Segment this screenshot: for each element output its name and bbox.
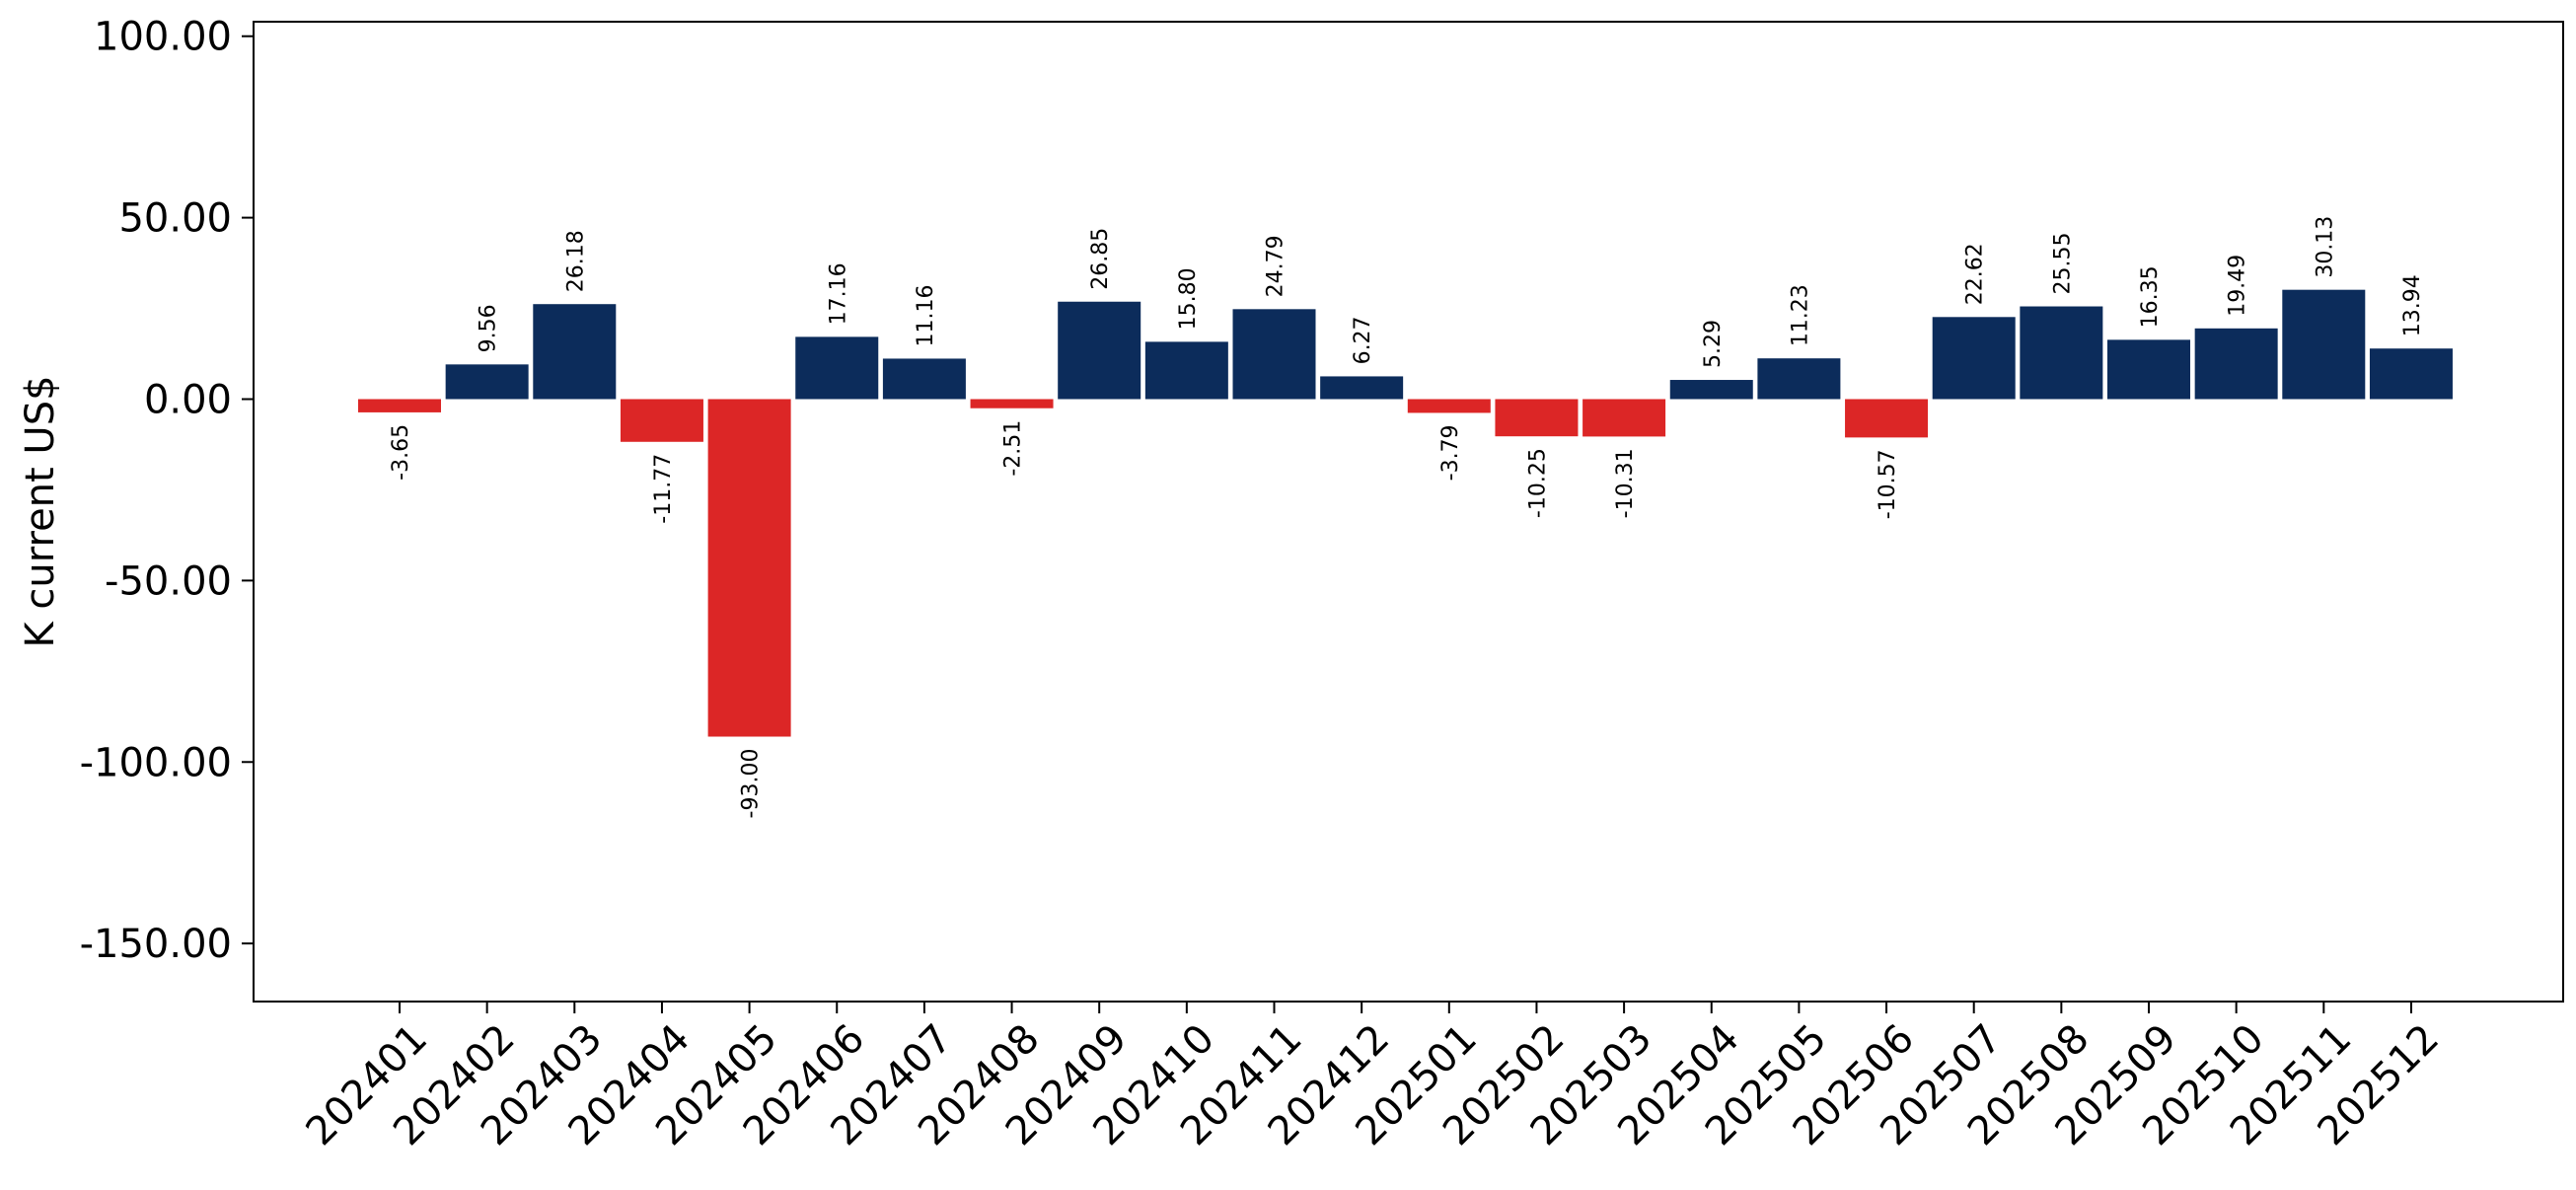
- bar-202509: [2107, 339, 2190, 400]
- data-label-202407: 11.16: [914, 284, 938, 346]
- data-label-202508: 25.55: [2050, 233, 2075, 295]
- data-label-202502: -10.25: [1525, 448, 1550, 518]
- data-label-202409: 26.85: [1088, 228, 1113, 290]
- data-label-202406: 17.16: [826, 262, 850, 325]
- bar-202510: [2194, 328, 2278, 400]
- y-axis: 100.00 50.00 0.00 -50.00 -100.00 -150.00: [80, 15, 254, 967]
- bar-202507: [1932, 317, 2016, 400]
- data-label-202405: -93.00: [739, 749, 764, 819]
- data-label-202507: 22.62: [1963, 243, 1988, 305]
- y-tick-label-5: -150.00: [80, 922, 232, 967]
- bar-202501: [1407, 399, 1491, 413]
- bar-202411: [1232, 309, 1316, 400]
- bar-202506: [1845, 399, 1929, 438]
- bar-202505: [1757, 358, 1841, 400]
- bar-202402: [445, 364, 529, 400]
- bar-202401: [358, 399, 441, 412]
- data-label-202408: -2.51: [1001, 420, 1026, 477]
- data-label-202504: 5.29: [1701, 320, 1726, 368]
- bar-202408: [970, 399, 1054, 409]
- bar-202511: [2282, 289, 2366, 400]
- y-axis-label: K current US$: [18, 375, 63, 647]
- data-label-202510: 19.49: [2226, 255, 2250, 317]
- bar-202504: [1669, 380, 1753, 400]
- data-label-202403: 26.18: [563, 230, 588, 292]
- bar-202409: [1058, 301, 1141, 400]
- bar-202406: [795, 336, 879, 400]
- data-label-202412: 6.27: [1351, 316, 1375, 364]
- y-tick-label-1: 50.00: [118, 196, 232, 242]
- bars-layer: [358, 289, 2453, 737]
- bar-202502: [1495, 399, 1579, 437]
- data-label-202511: 30.13: [2313, 216, 2337, 278]
- y-tick-label-2: 0.00: [144, 377, 232, 422]
- y-tick-label-3: -50.00: [105, 558, 232, 604]
- bar-202512: [2369, 348, 2453, 400]
- y-tick-label-0: 100.00: [94, 15, 232, 60]
- bar-202410: [1144, 341, 1228, 400]
- y-tick-label-4: -100.00: [80, 740, 232, 785]
- data-label-202410: 15.80: [1176, 267, 1201, 330]
- bar-202403: [533, 304, 617, 400]
- bar-202404: [620, 399, 703, 442]
- bar-202412: [1320, 376, 1404, 400]
- data-label-202505: 11.23: [1788, 284, 1812, 346]
- data-label-202506: -10.57: [1876, 449, 1900, 519]
- bar-202503: [1582, 399, 1666, 437]
- plot-area-frame: [253, 21, 2564, 1003]
- bar-202407: [882, 358, 966, 400]
- data-label-202404: -11.77: [651, 454, 676, 524]
- data-label-202411: 24.79: [1264, 235, 1288, 297]
- data-labels-layer: -3.65 9.56 26.18 -11.77 -93.00 17.16 11.16 -2.5…: [389, 216, 2425, 819]
- data-label-202402: 9.56: [477, 304, 501, 352]
- data-label-202401: -3.65: [389, 424, 413, 481]
- bar-202405: [707, 399, 791, 737]
- data-label-202503: -10.31: [1613, 448, 1638, 518]
- data-label-202501: -3.79: [1438, 424, 1463, 481]
- data-label-202512: 13.94: [2400, 274, 2425, 336]
- data-label-202509: 16.35: [2138, 265, 2163, 328]
- bar-202508: [2020, 306, 2103, 400]
